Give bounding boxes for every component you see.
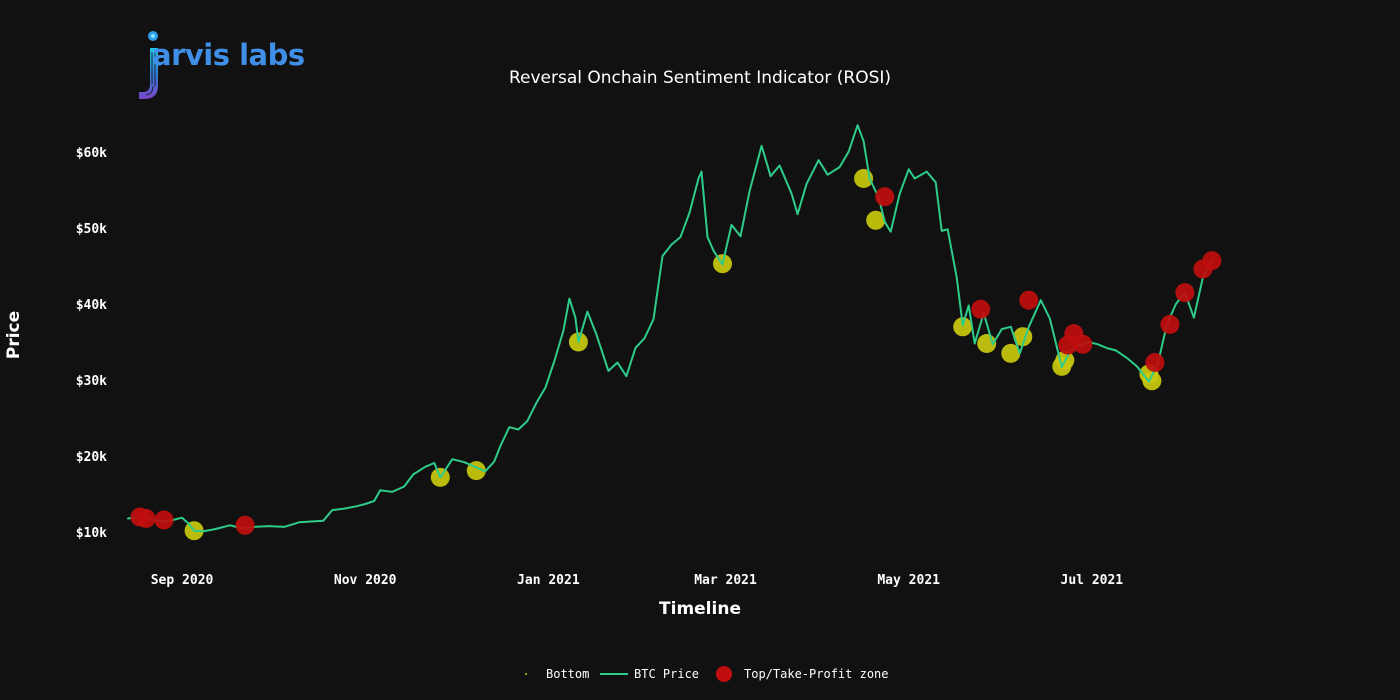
bottom-marker bbox=[866, 210, 886, 230]
legend: Bottom BTC Price Top/Take-Profit zone bbox=[525, 666, 889, 682]
bottom-markers bbox=[184, 169, 1162, 541]
y-tick-label: $40k bbox=[76, 298, 107, 313]
bottom-marker bbox=[1001, 343, 1021, 363]
y-axis-title: Price bbox=[4, 311, 24, 359]
bottom-marker bbox=[1142, 371, 1162, 391]
y-tick-label: $10k bbox=[76, 526, 107, 541]
x-tick-label: Mar 2021 bbox=[694, 573, 757, 588]
legend-top-swatch bbox=[716, 666, 732, 682]
legend-label: BTC Price bbox=[634, 667, 699, 681]
plot-area bbox=[127, 124, 1222, 541]
logo-wordmark-text: arvis labs bbox=[152, 38, 305, 72]
top-markers bbox=[130, 187, 1222, 535]
top-marker bbox=[1073, 334, 1093, 354]
legend-label: Bottom bbox=[546, 667, 589, 681]
top-marker bbox=[1145, 353, 1165, 372]
legend-label: Top/Take-Profit zone bbox=[744, 667, 889, 681]
top-marker bbox=[235, 515, 255, 535]
x-tick-label: Nov 2020 bbox=[334, 573, 397, 588]
bottom-marker bbox=[953, 317, 973, 337]
jarvis-labs-logo: arvis labs bbox=[132, 26, 322, 104]
y-tick-label: $30k bbox=[76, 374, 107, 389]
y-tick-label: $20k bbox=[76, 450, 107, 465]
top-marker bbox=[971, 299, 991, 319]
x-axis-ticks: Sep 2020 Nov 2020 Jan 2021 Mar 2021 May 2021… bbox=[151, 573, 1124, 588]
x-tick-label: Jan 2021 bbox=[517, 573, 580, 588]
top-marker bbox=[1160, 315, 1180, 334]
top-marker bbox=[1202, 251, 1222, 271]
btc-price-line bbox=[127, 124, 1213, 533]
x-tick-label: Sep 2020 bbox=[151, 573, 214, 588]
top-marker bbox=[1019, 290, 1039, 310]
y-tick-label: $50k bbox=[76, 222, 107, 237]
x-tick-label: May 2021 bbox=[877, 573, 940, 588]
x-axis-title: Timeline bbox=[659, 599, 741, 619]
x-tick-label: Jul 2021 bbox=[1061, 573, 1124, 588]
logo-wordmark: arvis labs bbox=[152, 38, 305, 72]
legend-bottom-swatch bbox=[525, 673, 527, 675]
top-marker bbox=[136, 509, 156, 528]
y-tick-label: $60k bbox=[76, 146, 107, 161]
logo-j-icon bbox=[139, 31, 158, 99]
y-axis-ticks: $10k $20k $30k $40k $50k $60k bbox=[76, 146, 107, 541]
chart-title: Reversal Onchain Sentiment Indicator (RO… bbox=[509, 68, 891, 88]
top-marker bbox=[154, 510, 174, 530]
top-marker bbox=[875, 187, 895, 207]
top-marker bbox=[1175, 283, 1195, 303]
